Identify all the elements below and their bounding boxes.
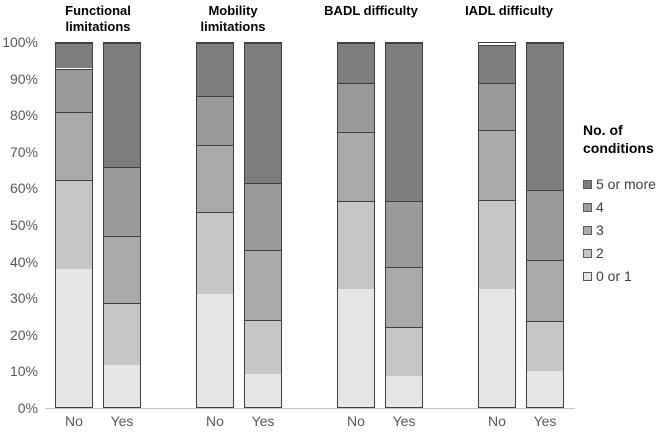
bar-segment <box>386 201 422 267</box>
bar-segment <box>245 183 281 251</box>
y-axis-tick-label: 60% <box>9 180 38 197</box>
legend: No. of conditions 5 or more 4 3 2 0 or 1 <box>583 121 664 292</box>
bar-segment <box>386 376 422 407</box>
group-title: Mobility limitations <box>200 3 266 34</box>
legend-label: 4 <box>596 199 604 215</box>
legend-item: 2 <box>583 245 664 261</box>
legend-swatch-icon <box>583 202 592 212</box>
legend-swatch-icon <box>583 271 592 281</box>
bar-segment <box>527 259 563 322</box>
bar-segment <box>56 112 92 180</box>
bar-segment <box>386 266 422 327</box>
stacked-bar <box>526 42 564 408</box>
legend-swatch-icon <box>583 248 592 258</box>
x-axis-baseline <box>45 408 575 409</box>
bar-segment <box>479 288 515 407</box>
y-axis-tick-label: 100% <box>2 34 38 50</box>
bar-segment <box>56 179 92 269</box>
y-axis-tick-label: 70% <box>9 143 38 160</box>
group-title: Functional limitations <box>65 3 131 34</box>
group-title: IADL difficulty <box>465 3 553 18</box>
legend-item: 0 or 1 <box>583 268 664 284</box>
stacked-bar <box>103 42 141 408</box>
legend-item: 4 <box>583 199 664 215</box>
bar-segment <box>527 43 563 191</box>
y-axis-tick-label: 0% <box>17 400 38 416</box>
bar-segment <box>104 166 140 236</box>
bar-segment <box>197 212 233 295</box>
bar-category-label: No <box>347 413 365 429</box>
bar-category-label: Yes <box>392 413 416 429</box>
bar-category-label: Yes <box>251 413 275 429</box>
y-axis-tick-label: 80% <box>9 107 38 124</box>
legend-items: 5 or more 4 3 2 0 or 1 <box>583 176 664 284</box>
bar-segment <box>104 303 140 366</box>
legend-swatch-icon <box>583 225 592 235</box>
stacked-bar <box>55 42 93 408</box>
bar-segment <box>104 235 140 304</box>
bar-segment <box>338 43 374 84</box>
bar-segment <box>56 68 92 113</box>
y-axis-tick-label: 50% <box>9 217 38 233</box>
bar-segment <box>527 321 563 371</box>
bar-segment <box>479 130 515 200</box>
stacked-bar <box>337 42 375 408</box>
bar-segment <box>479 83 515 131</box>
bar-category-label: Yes <box>533 413 557 429</box>
bar-segment <box>197 294 233 407</box>
legend-title: No. of conditions <box>583 122 654 156</box>
legend-label: 3 <box>596 222 604 238</box>
legend-label: 5 or more <box>596 176 656 192</box>
bar-segment <box>56 43 92 69</box>
bar-segment <box>479 44 515 84</box>
legend-swatch-icon <box>583 179 592 189</box>
legend-label: 2 <box>596 245 604 261</box>
stacked-bar <box>385 42 423 408</box>
y-axis-tick-label: 40% <box>9 253 38 270</box>
bar-segment <box>245 319 281 375</box>
bar-category-label: No <box>65 413 83 429</box>
bar-segment <box>56 268 92 407</box>
y-axis-tick-label: 10% <box>9 363 38 380</box>
y-axis-tick-label: 90% <box>9 70 38 87</box>
bar-segment <box>245 374 281 407</box>
bar-segment <box>527 370 563 407</box>
y-axis-tick-label: 30% <box>9 290 38 307</box>
bar-segment <box>338 132 374 202</box>
bar-segment <box>338 83 374 133</box>
bar-segment <box>386 43 422 202</box>
stacked-bar <box>196 42 234 408</box>
bar-segment <box>197 43 233 96</box>
bar-segment <box>386 326 422 377</box>
legend-item: 3 <box>583 222 664 238</box>
bar-segment <box>527 190 563 260</box>
bar-segment <box>197 144 233 213</box>
bar-segment <box>197 95 233 145</box>
bar-segment <box>104 365 140 407</box>
bar-segment <box>479 199 515 289</box>
legend-label: 0 or 1 <box>596 268 632 284</box>
group-title: BADL difficulty <box>324 3 418 18</box>
bar-category-label: No <box>488 413 506 429</box>
legend-item: 5 or more <box>583 176 664 192</box>
bar-category-label: Yes <box>110 413 134 429</box>
stacked-bar <box>478 42 516 408</box>
bar-segment <box>245 43 281 184</box>
bar-category-label: No <box>206 413 224 429</box>
bar-segment <box>338 288 374 407</box>
stacked-bar <box>244 42 282 408</box>
bar-segment <box>245 250 281 320</box>
y-axis-tick-label: 20% <box>9 326 38 343</box>
bar-segment <box>338 201 374 289</box>
bar-segment <box>104 43 140 167</box>
